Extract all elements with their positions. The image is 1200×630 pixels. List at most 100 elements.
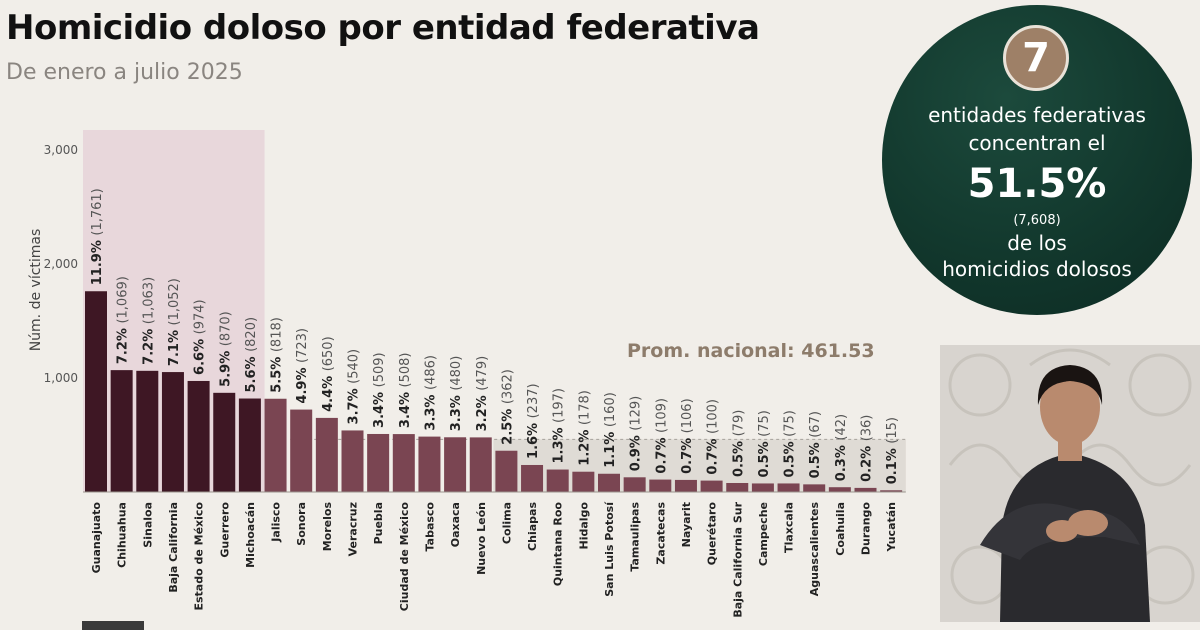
data-label: 3.4% (508) bbox=[398, 353, 413, 429]
bar bbox=[187, 380, 210, 492]
page-subtitle: De enero a julio 2025 bbox=[6, 60, 243, 85]
data-label-percent: 3.4% bbox=[372, 387, 387, 428]
data-label: 3.3% (486) bbox=[423, 355, 438, 431]
bar bbox=[136, 370, 159, 492]
data-label: 5.5% (818) bbox=[270, 317, 285, 393]
video-caption-tab bbox=[82, 621, 144, 630]
bar-chart: 1,000 2,000 3,000 Núm. de víctimas Prom. nac… bbox=[28, 130, 908, 618]
data-label-percent: 3.4% bbox=[398, 387, 413, 428]
data-label-value: (870) bbox=[218, 311, 233, 346]
data-label: 5.6% (820) bbox=[244, 317, 259, 393]
sign-language-interpreter-video bbox=[940, 345, 1200, 622]
x-tick-label: Baja California bbox=[167, 502, 180, 593]
data-label: 0.5% (75) bbox=[757, 410, 772, 477]
data-label-percent: 5.5% bbox=[270, 352, 285, 393]
data-label-percent: 3.7% bbox=[347, 384, 362, 425]
bar bbox=[674, 479, 697, 492]
data-label-percent: 4.9% bbox=[295, 363, 310, 404]
data-label-percent: 2.5% bbox=[500, 404, 515, 445]
x-tick-label: Puebla bbox=[372, 502, 385, 544]
bar bbox=[238, 398, 261, 492]
bar bbox=[572, 471, 595, 492]
data-label: 4.9% (723) bbox=[295, 328, 310, 404]
data-label-value: (540) bbox=[347, 349, 362, 384]
bar bbox=[315, 417, 338, 492]
data-label-value: (1,761) bbox=[90, 188, 105, 235]
bar bbox=[598, 473, 620, 492]
data-label-value: (362) bbox=[500, 369, 515, 404]
data-label: 6.6% (974) bbox=[193, 299, 208, 375]
bar bbox=[341, 430, 364, 492]
x-tick-label: Quintana Roo bbox=[552, 502, 565, 587]
data-label-value: (106) bbox=[680, 398, 695, 433]
bar bbox=[392, 434, 415, 492]
data-label-percent: 5.6% bbox=[244, 352, 259, 393]
bar bbox=[623, 477, 646, 492]
bar bbox=[700, 480, 723, 492]
data-label-value: (178) bbox=[577, 390, 592, 425]
data-label-value: (36) bbox=[860, 415, 875, 442]
data-label-value: (100) bbox=[706, 399, 721, 434]
y-tick-label: 2,000 bbox=[44, 257, 78, 271]
bar bbox=[85, 291, 107, 492]
data-label: 0.1% (15) bbox=[885, 417, 900, 484]
bar bbox=[751, 483, 774, 492]
bar bbox=[264, 398, 287, 492]
data-label: 3.3% (480) bbox=[449, 356, 464, 432]
y-axis-label: Núm. de víctimas bbox=[28, 229, 44, 352]
data-label: 1.2% (178) bbox=[577, 390, 592, 466]
data-label: 0.5% (67) bbox=[808, 411, 823, 478]
data-label-value: (479) bbox=[475, 356, 490, 391]
data-label-value: (15) bbox=[885, 417, 900, 444]
data-label-value: (480) bbox=[449, 356, 464, 391]
data-label: 1.1% (160) bbox=[603, 392, 618, 468]
data-label-percent: 0.5% bbox=[757, 437, 772, 478]
bar bbox=[546, 469, 569, 492]
data-label-percent: 3.3% bbox=[423, 390, 438, 431]
data-label: 0.3% (42) bbox=[834, 414, 849, 481]
data-label-percent: 1.2% bbox=[577, 425, 592, 466]
data-label: 3.7% (540) bbox=[347, 349, 362, 425]
x-tick-label: Durango bbox=[860, 502, 873, 556]
count-badge: 7 bbox=[1003, 25, 1069, 91]
data-label-value: (723) bbox=[295, 328, 310, 363]
data-label-percent: 11.9% bbox=[90, 236, 105, 286]
data-label-percent: 7.1% bbox=[167, 325, 182, 366]
x-tick-label: Hidalgo bbox=[577, 502, 590, 550]
data-label-value: (509) bbox=[372, 352, 387, 387]
data-label: 0.5% (79) bbox=[731, 410, 746, 477]
data-label-value: (79) bbox=[731, 410, 746, 437]
data-label-value: (1,063) bbox=[141, 277, 156, 324]
data-label-percent: 0.7% bbox=[706, 434, 721, 475]
bar bbox=[367, 433, 390, 492]
x-tick-label: Jalisco bbox=[270, 502, 283, 543]
data-label-value: (129) bbox=[629, 396, 644, 431]
data-label: 7.2% (1,069) bbox=[116, 276, 131, 364]
summary-percent: 51.5% bbox=[967, 161, 1107, 207]
bar bbox=[161, 372, 184, 492]
data-label: 0.2% (36) bbox=[860, 415, 875, 482]
data-label-value: (820) bbox=[244, 317, 259, 352]
data-label-value: (109) bbox=[654, 398, 669, 433]
data-label-percent: 3.2% bbox=[475, 391, 490, 432]
x-tick-label: Guanajuato bbox=[90, 502, 103, 574]
x-tick-label: Michoacán bbox=[244, 502, 257, 568]
data-label-percent: 4.4% bbox=[321, 371, 336, 412]
x-tick-label: Yucatán bbox=[885, 502, 898, 552]
summary-line-4: homicidios dolosos bbox=[942, 257, 1132, 281]
data-label: 0.7% (100) bbox=[706, 399, 721, 475]
data-label-percent: 0.5% bbox=[783, 437, 798, 478]
data-label: 0.7% (109) bbox=[654, 398, 669, 474]
data-label-percent: 5.9% bbox=[218, 346, 233, 387]
data-label-value: (75) bbox=[757, 410, 772, 437]
data-label: 1.3% (197) bbox=[552, 388, 567, 464]
x-tick-label: Aguascalientes bbox=[808, 502, 821, 597]
x-tick-label: San Luis Potosí bbox=[603, 501, 616, 597]
page-title: Homicidio doloso por entidad federativa bbox=[6, 8, 760, 48]
summary-line-2: concentran el bbox=[968, 131, 1106, 155]
data-label-percent: 1.6% bbox=[526, 418, 541, 459]
bar bbox=[726, 482, 749, 492]
data-label: 7.1% (1,052) bbox=[167, 278, 182, 366]
data-label-percent: 7.2% bbox=[141, 324, 156, 365]
data-label-percent: 0.7% bbox=[680, 433, 695, 474]
